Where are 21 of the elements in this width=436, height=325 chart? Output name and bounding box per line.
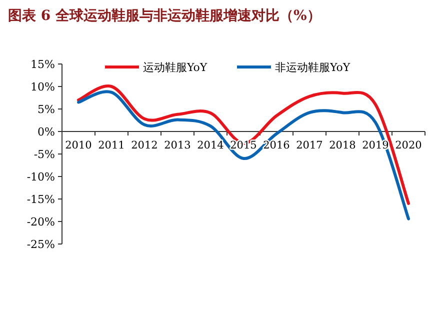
legend-label: 非运动鞋服YoY — [275, 61, 351, 74]
y-tick-label: 5% — [38, 103, 55, 116]
chart-title: 图表 6 全球运动鞋服与非运动鞋服增速对比（%） — [8, 8, 321, 24]
y-tick-label: 10% — [30, 80, 55, 94]
x-tick-label: 2010 — [65, 140, 92, 152]
y-tick-label: 15% — [30, 58, 55, 71]
y-tick-label: -25% — [26, 238, 55, 251]
y-tick-label: -15% — [26, 193, 55, 206]
y-tick-label: -5% — [34, 148, 55, 161]
y-tick-label: -10% — [26, 170, 55, 184]
x-tick-label: 2018 — [329, 140, 356, 152]
y-tick-label: -20% — [26, 216, 55, 228]
x-tick-label: 2011 — [98, 140, 125, 152]
x-tick-label: 2020 — [395, 140, 422, 152]
x-tick-label: 2013 — [164, 140, 191, 152]
x-tick-label: 2017 — [296, 140, 323, 152]
x-tick-label: 2014 — [197, 140, 224, 152]
x-tick-label: 2015 — [230, 140, 257, 152]
x-tick-label: 2012 — [131, 140, 158, 152]
legend-label: 运动鞋服YoY — [143, 61, 208, 74]
y-tick-label: 0% — [38, 126, 55, 138]
